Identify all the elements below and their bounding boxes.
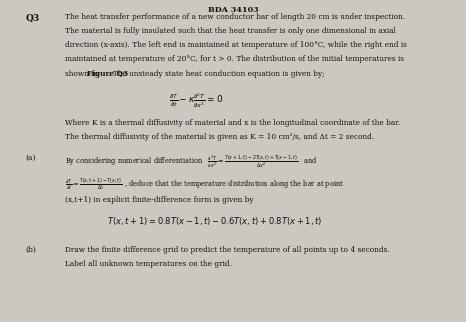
- Text: direction (x-axis). The left end is maintained at temperature of 100°C, while th: direction (x-axis). The left end is main…: [65, 41, 407, 49]
- Text: Figure Q3: Figure Q3: [87, 70, 128, 78]
- Text: Label all unknown temperatures on the grid.: Label all unknown temperatures on the gr…: [65, 260, 232, 268]
- Text: (b): (b): [26, 246, 36, 254]
- Text: The material is fully insulated such that the heat transfer is only one dimensio: The material is fully insulated such tha…: [65, 27, 396, 35]
- Text: (a): (a): [26, 154, 36, 162]
- Text: Q3: Q3: [26, 14, 40, 23]
- Text: Where K is a thermal diffusivity of material and x is the longitudinal coordinat: Where K is a thermal diffusivity of mate…: [65, 119, 401, 127]
- Text: The heat transfer performance of a new conductor bar of length 20 cm is under in: The heat transfer performance of a new c…: [65, 13, 405, 21]
- Text: (x,t+1) in explicit finite-difference form is given by: (x,t+1) in explicit finite-difference fo…: [65, 196, 254, 204]
- Text: shown in: shown in: [65, 70, 101, 78]
- Text: By considering numerical differentiation   $\frac{\partial^2 T}{\partial x^2} = : By considering numerical differentiation…: [65, 154, 318, 170]
- Text: $\frac{\partial T}{\partial t} - \kappa\frac{\partial^2 T}{\partial x^2} = 0$: $\frac{\partial T}{\partial t} - \kappa\…: [169, 92, 223, 110]
- Text: . The unsteady state heat conduction equation is given by;: . The unsteady state heat conduction equ…: [108, 70, 325, 78]
- Text: The thermal diffusivity of the material is given as K = 10 cm²/s, and Δt = 2 sec: The thermal diffusivity of the material …: [65, 133, 375, 141]
- Text: $T(x,t+1) = 0.8T(x-1,t) - 0.6T(x,t) + 0.8T(x+1,t)$: $T(x,t+1) = 0.8T(x-1,t) - 0.6T(x,t) + 0.…: [107, 215, 322, 227]
- Text: Draw the finite difference grid to predict the temperature of all points up to 4: Draw the finite difference grid to predi…: [65, 246, 390, 254]
- Text: $\frac{\partial T}{\partial t} = \frac{T(x,t+1)-T(x,t)}{\Delta t}$$\,$ , deduce : $\frac{\partial T}{\partial t} = \frac{T…: [65, 176, 344, 192]
- Text: BDA 34103: BDA 34103: [208, 6, 258, 14]
- Text: maintained at temperature of 20°C, for t > 0. The distribution of the initial te: maintained at temperature of 20°C, for t…: [65, 55, 404, 63]
